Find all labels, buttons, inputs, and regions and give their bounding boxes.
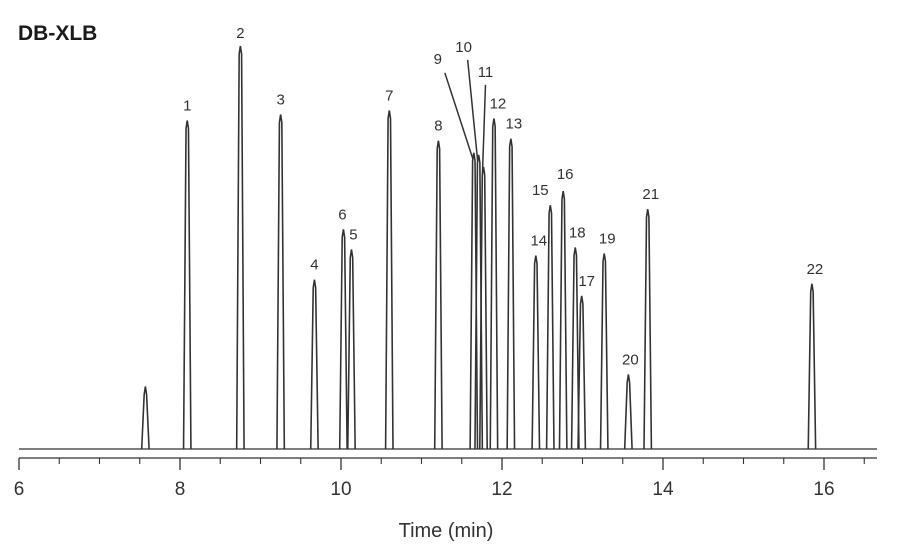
peak-label-20: 20 xyxy=(622,351,639,368)
peak-7 xyxy=(384,110,394,450)
peak-6 xyxy=(338,229,348,450)
x-tick-label: 16 xyxy=(813,479,834,500)
peak-4 xyxy=(309,279,319,450)
peak-label-1: 1 xyxy=(183,98,191,115)
x-axis-label: Time (min) xyxy=(399,520,494,542)
peak-label-11: 11 xyxy=(478,64,494,81)
peak-label-3: 3 xyxy=(276,92,284,109)
peak-label-18: 18 xyxy=(569,225,586,242)
peak-19 xyxy=(599,253,609,450)
peak-leader-10 xyxy=(466,59,479,161)
peak-leader-11 xyxy=(481,84,487,173)
peak-label-16: 16 xyxy=(557,166,574,183)
peak-20 xyxy=(623,374,633,450)
trace-layer xyxy=(19,45,877,450)
peak-5 xyxy=(346,249,356,450)
peak-label-22: 22 xyxy=(807,261,824,278)
peak-3 xyxy=(276,114,286,450)
x-tick-label: 14 xyxy=(652,479,674,500)
peak-1 xyxy=(182,120,192,450)
peak-label-13: 13 xyxy=(506,116,523,133)
x-tick-label: 10 xyxy=(330,479,351,500)
x-tick-label: 6 xyxy=(14,479,25,500)
peak-12 xyxy=(489,118,499,450)
peak-label-6: 6 xyxy=(338,206,346,223)
peak-22 xyxy=(807,283,817,450)
peak-label-12: 12 xyxy=(490,96,507,113)
peak-14 xyxy=(531,255,541,450)
peak-label-8: 8 xyxy=(434,118,442,135)
peak-label-14: 14 xyxy=(530,233,547,250)
peak-leader-9 xyxy=(444,72,474,160)
peak-label-7: 7 xyxy=(385,87,393,104)
peak-17 xyxy=(577,295,587,450)
peak-label-21: 21 xyxy=(642,186,659,203)
peak-11 xyxy=(478,166,488,450)
peak-15 xyxy=(545,205,555,450)
peak-2 xyxy=(235,45,245,450)
x-tick-label: 8 xyxy=(175,479,186,500)
peak-label-2: 2 xyxy=(236,25,244,42)
peak-label-5: 5 xyxy=(349,227,357,244)
x-axis: 6 8 10 12 14 16 xyxy=(14,457,877,500)
peak-18 xyxy=(570,247,580,450)
peak-8 xyxy=(433,140,443,450)
peak-label-10: 10 xyxy=(455,39,472,56)
peak-label-17: 17 xyxy=(578,273,595,290)
peak-13 xyxy=(506,138,516,450)
peak-label-9: 9 xyxy=(434,51,442,68)
peak-21 xyxy=(643,209,653,450)
peak-label-4: 4 xyxy=(310,257,318,274)
peak-16 xyxy=(558,190,568,450)
peak-label-15: 15 xyxy=(532,182,549,199)
peak-unlabeled xyxy=(140,386,150,450)
peak-10 xyxy=(474,154,484,450)
peak-label-19: 19 xyxy=(599,231,616,248)
chart-title: DB-XLB xyxy=(18,22,97,45)
x-tick-label: 12 xyxy=(491,479,512,500)
